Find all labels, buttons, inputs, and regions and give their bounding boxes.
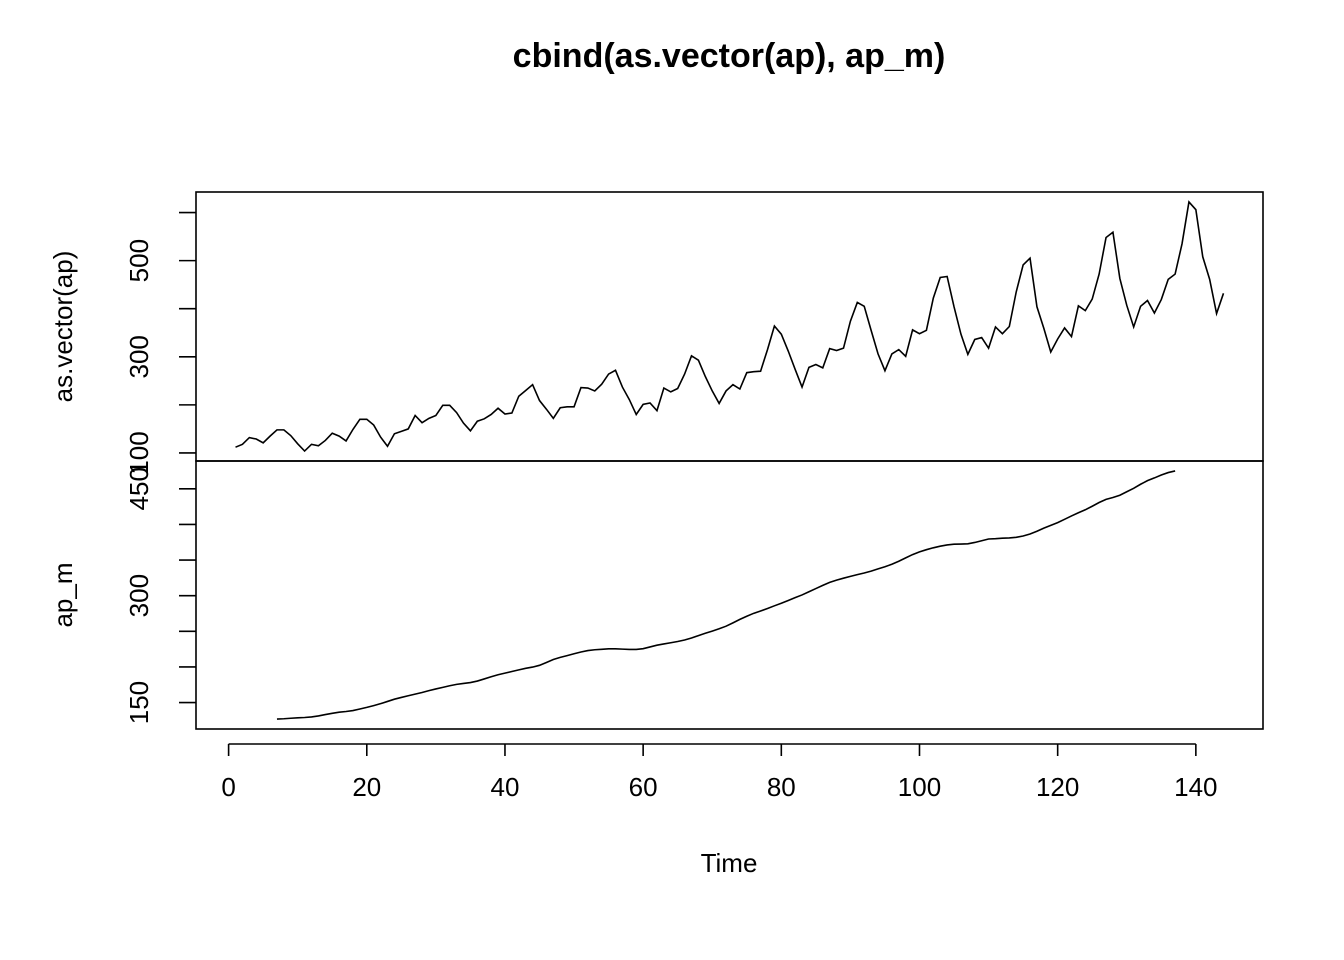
x-tick-label: 140: [1174, 772, 1217, 802]
x-tick-label: 100: [898, 772, 941, 802]
y-axis-label: as.vector(ap): [48, 251, 78, 403]
x-tick-label: 120: [1036, 772, 1079, 802]
x-axis-label: Time: [701, 848, 758, 878]
x-tick-label: 20: [352, 772, 381, 802]
y-tick-label: 500: [124, 239, 154, 282]
series-line: [276, 470, 1176, 720]
chart-title: cbind(as.vector(ap), ap_m): [513, 37, 946, 75]
y-tick-label: 100: [124, 431, 154, 474]
series-line: [235, 200, 1225, 453]
panel-frame: [195, 191, 1264, 462]
y-tick-label: 150: [124, 681, 154, 724]
x-tick-label: 40: [491, 772, 520, 802]
y-tick-label: 300: [124, 335, 154, 378]
y-tick-label: 300: [124, 574, 154, 617]
y-tick-label: 450: [124, 467, 154, 510]
x-tick-label: 0: [221, 772, 235, 802]
x-tick-label: 80: [767, 772, 796, 802]
y-axis-label: ap_m: [48, 562, 78, 627]
x-tick-label: 60: [629, 772, 658, 802]
